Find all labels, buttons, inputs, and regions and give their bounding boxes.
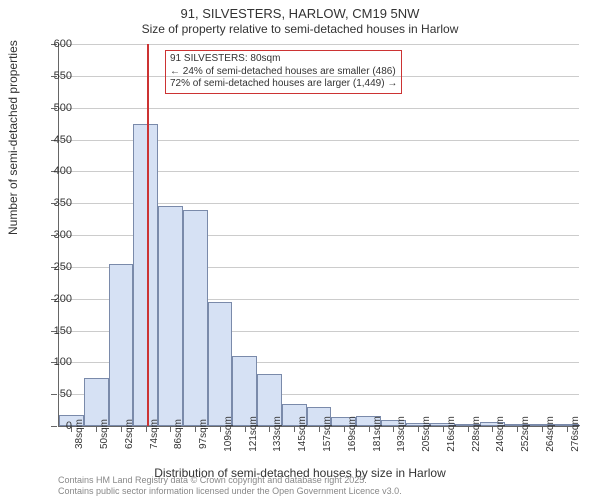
x-tick [369, 426, 370, 432]
x-tick-label: 240sqm [495, 416, 506, 452]
histogram-bar [208, 302, 233, 426]
x-tick-label: 205sqm [421, 416, 432, 452]
x-tick-label: 169sqm [347, 416, 358, 452]
y-tick-label: 550 [36, 70, 72, 82]
y-tick-label: 0 [36, 420, 72, 432]
x-tick-label: 109sqm [223, 416, 234, 452]
gridline [59, 108, 579, 109]
footer-line1: Contains HM Land Registry data © Crown c… [58, 475, 402, 486]
x-tick-label: 157sqm [322, 416, 333, 452]
y-tick-label: 450 [36, 134, 72, 146]
plot-area: 91 SILVESTERS: 80sqm ← 24% of semi-detac… [58, 44, 579, 427]
x-tick [220, 426, 221, 432]
x-tick-label: 181sqm [372, 416, 383, 452]
footer-line2: Contains public sector information licen… [58, 486, 402, 497]
histogram-chart: 91, SILVESTERS, HARLOW, CM19 5NW Size of… [0, 0, 600, 500]
x-tick-label: 276sqm [570, 416, 581, 452]
y-tick-label: 250 [36, 261, 72, 273]
x-tick-label: 216sqm [446, 416, 457, 452]
x-tick-label: 62sqm [124, 419, 135, 449]
y-tick-label: 150 [36, 325, 72, 337]
x-tick-label: 252sqm [520, 416, 531, 452]
x-tick-label: 264sqm [545, 416, 556, 452]
histogram-bar [158, 206, 183, 426]
y-tick-label: 50 [36, 388, 72, 400]
footer-attribution: Contains HM Land Registry data © Crown c… [58, 475, 402, 497]
x-tick [319, 426, 320, 432]
x-tick-label: 121sqm [248, 416, 259, 452]
x-tick [195, 426, 196, 432]
x-tick [443, 426, 444, 432]
y-tick-label: 500 [36, 102, 72, 114]
x-tick-label: 145sqm [297, 416, 308, 452]
x-tick [418, 426, 419, 432]
y-tick-label: 300 [36, 229, 72, 241]
gridline [59, 44, 579, 45]
chart-subtitle: Size of property relative to semi-detach… [0, 22, 600, 36]
x-tick [245, 426, 246, 432]
x-tick [492, 426, 493, 432]
x-tick-label: 228sqm [471, 416, 482, 452]
x-tick [170, 426, 171, 432]
y-tick-label: 400 [36, 165, 72, 177]
x-tick [294, 426, 295, 432]
annotation-line1: 91 SILVESTERS: 80sqm [170, 53, 397, 66]
annotation-line2: ← 24% of semi-detached houses are smalle… [170, 66, 397, 79]
x-tick [121, 426, 122, 432]
x-tick [344, 426, 345, 432]
y-tick-label: 350 [36, 197, 72, 209]
x-tick [269, 426, 270, 432]
x-tick [542, 426, 543, 432]
x-tick [468, 426, 469, 432]
y-tick-label: 600 [36, 38, 72, 50]
chart-title: 91, SILVESTERS, HARLOW, CM19 5NW [0, 6, 600, 21]
x-tick-label: 38sqm [74, 419, 85, 449]
x-tick-label: 133sqm [272, 416, 283, 452]
x-tick [393, 426, 394, 432]
y-tick-label: 200 [36, 293, 72, 305]
x-tick [517, 426, 518, 432]
marker-line [147, 44, 149, 426]
x-tick-label: 74sqm [149, 419, 160, 449]
annotation-line3: 72% of semi-detached houses are larger (… [170, 78, 397, 91]
x-tick-label: 50sqm [99, 419, 110, 449]
histogram-bar [109, 264, 134, 426]
x-tick-label: 97sqm [198, 419, 209, 449]
x-tick [146, 426, 147, 432]
x-tick-label: 86sqm [173, 419, 184, 449]
x-tick-label: 193sqm [396, 416, 407, 452]
y-axis-title: Number of semi-detached properties [6, 40, 20, 235]
x-tick [567, 426, 568, 432]
histogram-bar [133, 124, 158, 426]
y-tick-label: 100 [36, 356, 72, 368]
x-tick [96, 426, 97, 432]
histogram-bar [183, 210, 208, 426]
annotation-box: 91 SILVESTERS: 80sqm ← 24% of semi-detac… [165, 50, 402, 94]
